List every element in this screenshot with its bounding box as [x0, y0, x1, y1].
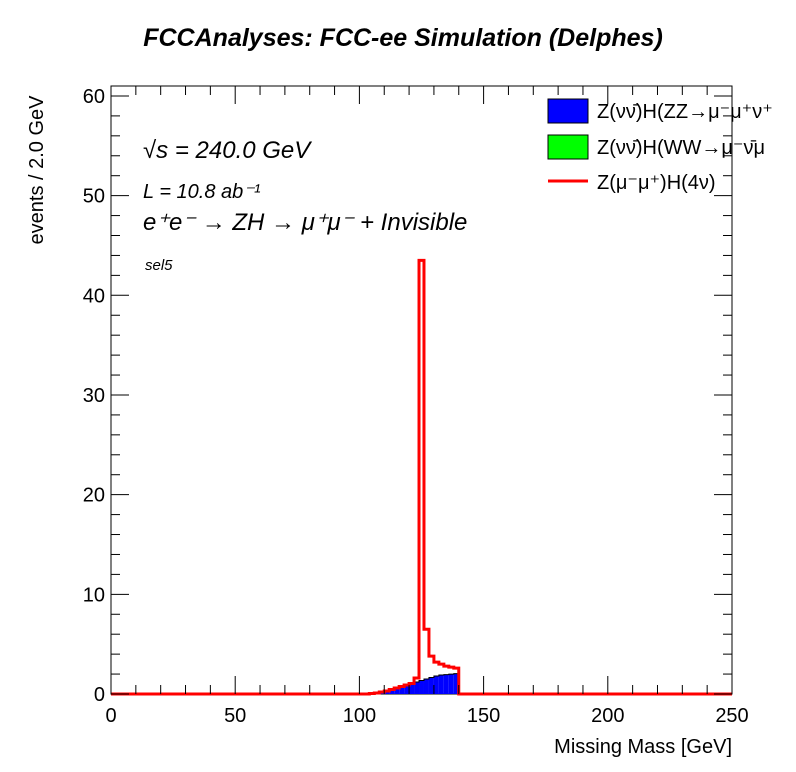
x-tick-label-5: 250	[715, 705, 748, 727]
y-tick-label-5: 50	[83, 186, 105, 208]
legend: Z(νν̄)H(ZZ→μ⁻μ⁺ν⁺ Z(νν̄)H(WW→μ⁻ν̄μ Z(μ⁻μ…	[547, 98, 773, 194]
y-axis-title: events / 2.0 GeV	[26, 95, 48, 245]
plot-area: 0 50 100 150 200 250 0 10 20 30 40 50 60	[83, 85, 749, 727]
bin-bar-0-5	[394, 688, 400, 694]
bin-bar-0-7	[404, 685, 410, 694]
bin-bar-0-14	[438, 675, 444, 694]
legend-swatch-ww	[547, 134, 589, 160]
bin-bar-0-8	[409, 683, 415, 694]
x-tick-label-2: 100	[343, 705, 376, 727]
legend-label-zz: Z(νν̄)H(ZZ→μ⁻μ⁺ν⁺	[597, 101, 773, 123]
x-tick-label-1: 50	[224, 705, 246, 727]
bin-bar-0-11	[423, 679, 429, 694]
bin-bar-0-16	[448, 674, 454, 694]
y-tick-label-1: 10	[83, 584, 105, 606]
legend-swatch-zz	[547, 98, 589, 124]
legend-label-ww: Z(νν̄)H(WW→μ⁻ν̄μ	[597, 137, 765, 159]
annotation-process: e⁺e⁻ → ZH → μ⁺μ⁻ + Invisible	[143, 209, 467, 236]
legend-label-4nu: Z(μ⁻μ⁺)H(4ν)	[597, 172, 716, 194]
y-tick-label-6: 60	[83, 86, 105, 108]
chart-title: FCCAnalyses: FCC-ee Simulation (Delphes)	[143, 24, 663, 52]
y-tick-label-2: 20	[83, 485, 105, 507]
bin-bar-0-10	[419, 680, 424, 694]
annotation-selection: sel5	[145, 257, 173, 274]
bin-bar-0-9	[414, 682, 420, 694]
bin-bar-0-15	[443, 674, 449, 694]
bin-bar-0-17	[453, 673, 459, 694]
y-tick-label-3: 30	[83, 385, 105, 407]
bin-bar-0-13	[433, 676, 439, 694]
x-tick-label-3: 150	[467, 705, 500, 727]
bin-bar-0-6	[399, 686, 405, 694]
annotation-sqrt-s: √s = 240.0 GeV	[143, 137, 312, 164]
x-tick-label-4: 200	[591, 705, 624, 727]
x-tick-label-0: 0	[105, 705, 116, 727]
bin-bar-0-12	[428, 677, 434, 694]
x-axis-title: Missing Mass [GeV]	[554, 736, 732, 758]
bin-bar-0-4	[389, 689, 395, 694]
series-outline-2	[111, 258, 732, 696]
y-tick-label-0: 0	[94, 684, 105, 706]
y-tick-label-4: 40	[83, 285, 105, 307]
annotation-lumi: L = 10.8 ab⁻¹	[143, 181, 261, 203]
